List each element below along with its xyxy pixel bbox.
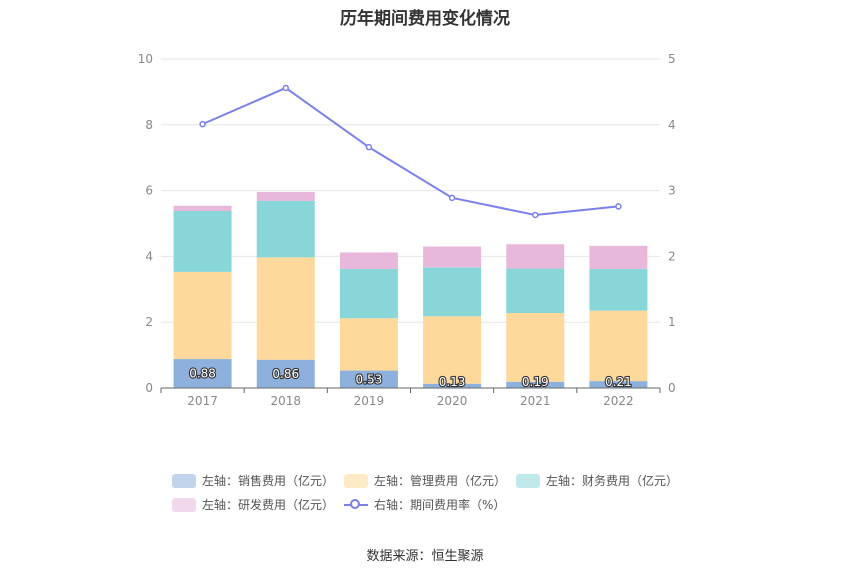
y2-tick-label: 1 (668, 315, 676, 329)
bar-rd (256, 191, 315, 201)
x-tick-label: 2021 (520, 394, 551, 408)
legend-label: 左轴：管理费用（亿元） (374, 474, 507, 488)
data-label: 0.53 (356, 372, 383, 386)
bar-rd (423, 246, 482, 268)
y-tick-label: 10 (138, 52, 153, 66)
data-label: 0.88 (189, 367, 216, 381)
data-label: 0.21 (605, 375, 632, 389)
legend-swatch (344, 473, 368, 488)
x-tick-label: 2022 (603, 394, 634, 408)
rate-line (202, 86, 619, 216)
bar-sales (423, 383, 482, 388)
y2-tick-label: 5 (668, 52, 676, 66)
bar-admin (423, 316, 482, 384)
bar-admin (506, 312, 565, 382)
bar-finance (173, 210, 232, 272)
rate-point (199, 120, 206, 128)
y-tick-label: 8 (145, 118, 153, 132)
bar-sales (173, 359, 232, 388)
legend-swatch (172, 473, 196, 488)
data-label: 0.86 (272, 367, 299, 381)
y-tick-label: 2 (145, 315, 153, 329)
legend-item-finance[interactable]: 左轴：财务费用（亿元） (516, 472, 678, 489)
rate-point (532, 211, 539, 219)
bar-rd (173, 205, 232, 211)
bar-admin (339, 318, 398, 371)
bar-admin (589, 310, 648, 382)
legend-label: 左轴：研发费用（亿元） (202, 498, 335, 512)
legend-swatch (516, 473, 540, 488)
data-label: 0.13 (439, 375, 466, 389)
y-tick-label: 6 (145, 184, 153, 198)
bar-rd (339, 252, 398, 269)
legend-swatch (172, 497, 196, 512)
y2-tick-label: 0 (668, 381, 676, 395)
legend-item-rd[interactable]: 左轴：研发费用（亿元） (172, 496, 334, 513)
rate-point (282, 84, 289, 92)
y2-tick-label: 3 (668, 184, 676, 198)
legend-item-rate_line[interactable]: 右轴：期间费用率（%） (344, 496, 505, 513)
y2-tick-label: 2 (668, 249, 676, 263)
rate-point (615, 203, 622, 210)
legend-swatch (344, 498, 368, 512)
bar-finance (506, 268, 565, 313)
x-tick-label: 2019 (354, 394, 385, 408)
legend-item-admin[interactable]: 左轴：管理费用（亿元） (344, 472, 506, 489)
legend-label: 左轴：销售费用（亿元） (202, 474, 335, 488)
data-label: 0.19 (522, 375, 549, 389)
x-tick-label: 2020 (437, 394, 468, 408)
bar-rd (589, 245, 648, 269)
y-tick-label: 0 (145, 381, 153, 395)
legend-label: 左轴：财务费用（亿元） (546, 474, 679, 488)
bar-admin (256, 257, 315, 360)
bar-sales (506, 381, 565, 388)
bar-finance (423, 267, 482, 317)
bar-sales (256, 359, 315, 388)
x-tick-label: 2017 (187, 394, 218, 408)
bar-finance (339, 268, 398, 319)
y-tick-label: 4 (145, 249, 153, 263)
chart-title: 历年期间费用变化情况 (340, 9, 510, 29)
bar-admin (173, 271, 232, 360)
bar-finance (256, 200, 315, 258)
legend-item-sales[interactable]: 左轴：销售费用（亿元） (172, 472, 334, 489)
rate-point (365, 143, 373, 151)
bar-sales (339, 370, 398, 388)
bar-sales (589, 381, 648, 388)
bar-rd (506, 244, 565, 269)
rate-point (448, 194, 456, 202)
chart-plot: 0 2 4 6 8 10 0 1 2 3 4 5 2017 2018 2019 2020 2021 2022 0.8… (138, 52, 676, 408)
bar-finance (589, 268, 648, 311)
y2-tick-label: 4 (668, 118, 676, 132)
source-note: 数据来源：恒生聚源 (366, 549, 484, 564)
x-tick-label: 2018 (270, 394, 301, 408)
legend-label: 右轴：期间费用率（%） (374, 498, 506, 512)
